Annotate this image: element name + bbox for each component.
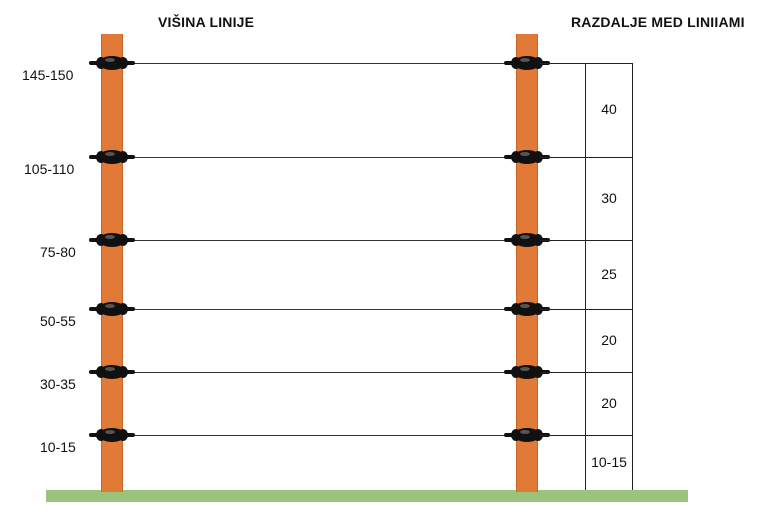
- left-insulator-icon: [89, 55, 135, 71]
- spacing-value: 10-15: [591, 454, 627, 470]
- spacing-value: 20: [601, 395, 617, 411]
- height-label: 50-55: [40, 313, 76, 329]
- spacing-table-border: [585, 63, 586, 490]
- fence-wire: [124, 372, 516, 373]
- spacing-tick: [540, 240, 632, 241]
- spacing-header: RAZDALJE MED LINIIAMI: [571, 14, 745, 30]
- right-insulator-icon: [504, 301, 550, 317]
- spacing-tick: [540, 372, 632, 373]
- height-label: 145-150: [22, 67, 74, 83]
- height-header: VIŠINA LINIJE: [158, 14, 255, 30]
- fence-wire: [124, 309, 516, 310]
- left-fence-post: [101, 34, 123, 492]
- right-insulator-icon: [504, 55, 550, 71]
- right-fence-post: [516, 34, 538, 492]
- left-insulator-icon: [89, 301, 135, 317]
- ground-strip: [46, 490, 688, 502]
- right-insulator-icon: [504, 364, 550, 380]
- spacing-value: 40: [601, 101, 617, 117]
- right-insulator-icon: [504, 149, 550, 165]
- spacing-tick: [540, 157, 632, 158]
- height-label: 75-80: [40, 244, 76, 260]
- spacing-value: 25: [601, 266, 617, 282]
- spacing-value: 20: [601, 332, 617, 348]
- fence-wire: [124, 63, 516, 64]
- left-insulator-icon: [89, 232, 135, 248]
- fence-wire: [124, 240, 516, 241]
- spacing-tick: [540, 309, 632, 310]
- spacing-value: 30: [601, 190, 617, 206]
- height-label: 30-35: [40, 376, 76, 392]
- left-insulator-icon: [89, 364, 135, 380]
- spacing-table-border: [632, 63, 633, 490]
- fence-wire: [124, 435, 516, 436]
- left-insulator-icon: [89, 149, 135, 165]
- spacing-tick: [540, 63, 632, 64]
- fence-wire: [124, 157, 516, 158]
- height-label: 10-15: [40, 439, 76, 455]
- right-insulator-icon: [504, 427, 550, 443]
- spacing-tick: [540, 435, 632, 436]
- height-label: 105-110: [24, 161, 75, 177]
- left-insulator-icon: [89, 427, 135, 443]
- right-insulator-icon: [504, 232, 550, 248]
